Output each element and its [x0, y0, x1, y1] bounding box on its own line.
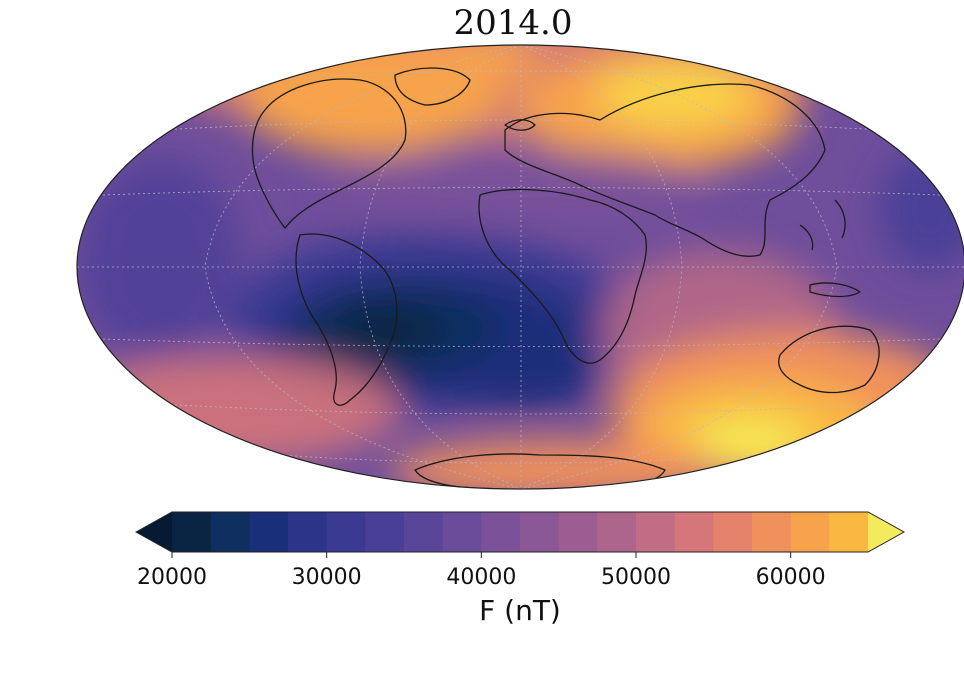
colorbar-tick-label: 40000: [446, 565, 516, 590]
colorbar-bin: [790, 512, 830, 552]
colorbar-bin: [288, 512, 328, 552]
field-layer: [77, 45, 964, 489]
map-border: [76, 44, 964, 490]
colorbar-bin: [636, 512, 676, 552]
map: [76, 44, 964, 490]
colorbar-bin: [829, 512, 869, 552]
map-title: 2014.0: [454, 3, 573, 43]
colorbar-bin: [752, 512, 792, 552]
colorbar-tick-label: 30000: [292, 565, 362, 590]
colorbar-bin: [404, 512, 444, 552]
colorbar-bin: [442, 512, 482, 552]
colorbar-bin: [365, 512, 405, 552]
colorbar-extend-max: [868, 512, 904, 552]
colorbar-label: F (nT): [479, 594, 561, 627]
colorbar-bin: [597, 512, 637, 552]
colorbar-bin: [326, 512, 366, 552]
colorbar-bin: [558, 512, 598, 552]
colorbar-tick-label: 20000: [137, 565, 207, 590]
colorbar-bin: [481, 512, 521, 552]
colorbar-tick-label: 50000: [601, 565, 671, 590]
colorbar-bin: [210, 512, 250, 552]
colorbar-bin: [520, 512, 560, 552]
colorbar: [134, 511, 906, 553]
colorbar-bin: [674, 512, 714, 552]
colorbar-bin: [713, 512, 753, 552]
colorbar-bin: [172, 512, 212, 552]
colorbar-ticks: 20000 30000 40000 50000 60000: [137, 552, 826, 590]
colorbar-bin: [249, 512, 289, 552]
colorbar-extend-min: [136, 512, 172, 552]
colorbar-tick-label: 60000: [756, 565, 826, 590]
